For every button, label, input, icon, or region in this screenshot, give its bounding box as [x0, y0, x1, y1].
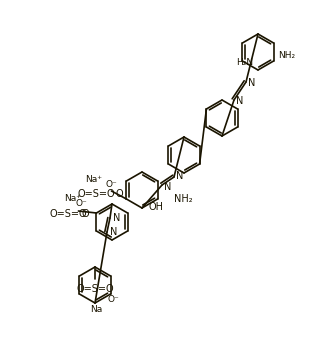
Text: N: N: [110, 227, 118, 237]
Text: Na⁺: Na⁺: [64, 194, 82, 202]
Text: O=S=O: O=S=O: [78, 189, 115, 199]
Text: N: N: [176, 171, 184, 181]
Text: O⁻: O⁻: [107, 296, 119, 305]
Text: N: N: [164, 182, 172, 192]
Text: N: N: [113, 213, 121, 223]
Text: NH₂: NH₂: [174, 194, 192, 204]
Text: O=S=O: O=S=O: [50, 209, 87, 219]
Text: NH₂: NH₂: [279, 50, 296, 59]
Text: OH: OH: [149, 202, 164, 212]
Text: Na: Na: [90, 306, 102, 315]
Text: O⁻: O⁻: [76, 198, 87, 207]
Text: H₂N: H₂N: [236, 58, 253, 67]
Text: O⁻: O⁻: [105, 180, 117, 189]
Text: N: N: [236, 96, 244, 106]
Text: O: O: [82, 209, 89, 219]
Text: O=S=O: O=S=O: [76, 284, 114, 294]
Text: Na⁺: Na⁺: [85, 175, 102, 184]
Text: O: O: [115, 189, 123, 199]
Text: N: N: [248, 78, 256, 88]
